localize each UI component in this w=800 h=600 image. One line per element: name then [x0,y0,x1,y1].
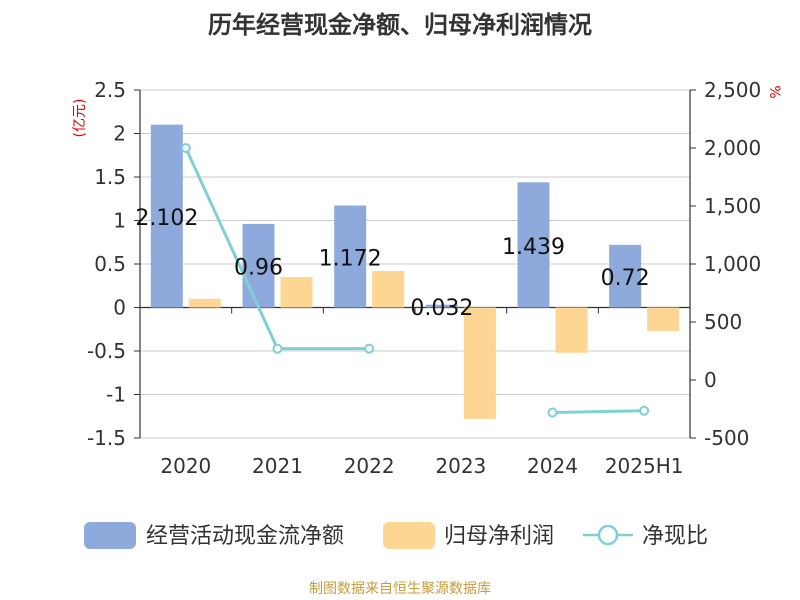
data-label: 1.172 [319,247,382,272]
ratio-point [547,407,558,418]
legend-label-ratio: 净现比 [642,524,708,549]
ratio-line [180,143,650,418]
left-tick-label: 2.5 [94,78,126,102]
left-tick-label: 1.5 [94,165,126,189]
ratio-line-segment [552,409,645,414]
source-note: 制图数据来自恒生聚源数据库 [309,581,491,597]
data-label: 0.72 [601,266,650,291]
left-tick-label: 0 [113,296,126,320]
category-label: 2024 [527,454,578,478]
legend-swatch-cash-flow [84,522,136,549]
axes: 2.5 2 1.5 1 0.5 0 -0.5 -1 -1.5 2,500 2,000 1,500 1,0… [87,78,761,478]
category-label: 2023 [435,454,486,478]
chart-title: 历年经营现金净额、归母净利润情况 [208,11,592,39]
right-axis-unit: % [766,85,782,98]
ratio-point [364,343,375,354]
bar-cash-flow [334,205,367,308]
category-label: 2025H1 [605,454,684,478]
left-axis-unit: (亿元) [72,99,88,138]
left-tick-label: 1 [113,209,126,233]
legend: 经营活动现金流净额 归母净利润 净现比 [84,522,708,549]
bar-cash-flow [150,124,183,308]
right-tick-label: 1,500 [704,194,761,218]
bar-cash-flow [609,244,642,308]
data-label: 0.96 [234,256,283,281]
bar-net-profit [647,307,680,331]
bar-net-profit [372,270,405,308]
ratio-point [639,405,650,416]
ratio-point [180,143,191,153]
right-tick-label: -500 [704,426,749,450]
left-tick-label: -1 [106,383,126,407]
legend-swatch-net-profit [383,522,435,549]
legend-swatch-ratio-marker [597,524,619,546]
bar-net-profit [188,298,221,308]
data-label: 2.102 [135,206,198,231]
category-label: 2022 [344,454,395,478]
right-tick-label: 2,000 [704,136,761,160]
left-tick-label: 0.5 [94,252,126,276]
data-label: 1.439 [502,235,565,260]
left-tick-label: -0.5 [87,339,126,363]
data-label: 0.032 [410,296,473,321]
category-label: 2021 [252,454,303,478]
bar-cash-flow [425,304,458,308]
bar-net-profit [280,277,313,308]
legend-label-cash-flow: 经营活动现金流净额 [146,524,344,549]
bar-net-profit [555,307,588,353]
left-tick-label: -1.5 [87,426,126,450]
bar-cash-flow [242,223,275,308]
right-tick-label: 0 [704,368,717,392]
right-tick-label: 2,500 [704,78,761,102]
bars [150,124,680,419]
bar-cash-flow [517,182,550,308]
bar-net-profit [463,307,496,419]
data-labels: 2.102 0.96 1.172 0.032 1.439 0.72 [135,206,649,321]
category-label: 2020 [160,454,211,478]
right-tick-label: 500 [704,310,742,334]
ratio-point [272,343,283,354]
right-tick-label: 1,000 [704,252,761,276]
grid-lines [140,89,690,439]
legend-label-net-profit: 归母净利润 [444,524,554,549]
left-tick-label: 2 [113,122,126,146]
